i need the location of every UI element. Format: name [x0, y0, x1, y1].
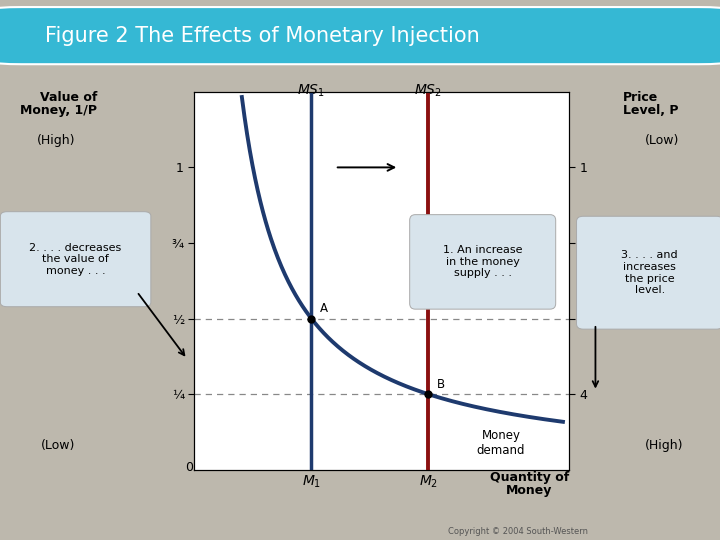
Text: Quantity of: Quantity of [490, 471, 569, 484]
Text: $MS_2$: $MS_2$ [415, 83, 442, 99]
Text: 2. . . . decreases
the value of
money . . .: 2. . . . decreases the value of money . … [30, 242, 122, 276]
Text: (Low): (Low) [41, 439, 76, 452]
Text: Money, 1/P: Money, 1/P [20, 104, 97, 117]
Text: 1. An increase
in the money
supply . . .: 1. An increase in the money supply . . . [443, 245, 523, 279]
Text: 3. . . . and
increases
the price
level.: 3. . . . and increases the price level. [621, 251, 678, 295]
Text: B: B [436, 377, 445, 390]
Text: Money
demand: Money demand [477, 429, 525, 457]
Text: Value of: Value of [40, 91, 97, 104]
Text: Price: Price [623, 91, 658, 104]
Text: Level, P: Level, P [623, 104, 678, 117]
Text: (High): (High) [37, 134, 76, 147]
FancyBboxPatch shape [0, 212, 151, 307]
Text: Figure 2 The Effects of Monetary Injection: Figure 2 The Effects of Monetary Injecti… [45, 25, 480, 46]
FancyBboxPatch shape [410, 214, 556, 309]
Text: Copyright © 2004 South-Western: Copyright © 2004 South-Western [449, 526, 588, 536]
FancyBboxPatch shape [577, 216, 720, 329]
Text: (Low): (Low) [644, 134, 679, 147]
Text: (High): (High) [644, 439, 683, 452]
Text: $MS_1$: $MS_1$ [297, 83, 325, 99]
Text: Money: Money [506, 484, 552, 497]
Text: 0: 0 [185, 461, 194, 474]
FancyBboxPatch shape [0, 7, 720, 64]
Text: A: A [320, 302, 328, 315]
